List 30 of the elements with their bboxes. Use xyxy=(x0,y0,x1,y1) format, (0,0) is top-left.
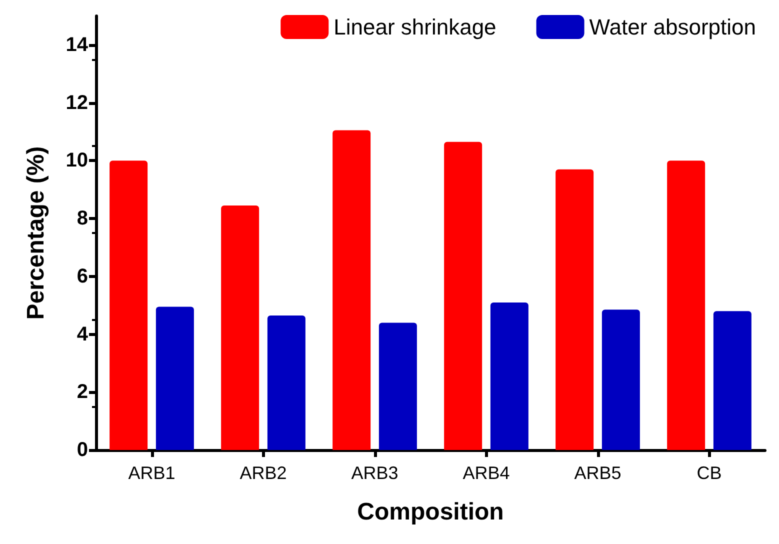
bar xyxy=(221,206,260,450)
x-tick-label: ARB1 xyxy=(128,463,176,483)
x-tick-label: ARB3 xyxy=(351,463,398,483)
y-tick-label: 8 xyxy=(76,208,88,230)
y-tick-label: 0 xyxy=(76,439,88,461)
bar xyxy=(602,310,640,450)
bar xyxy=(667,160,706,450)
bar xyxy=(444,142,482,450)
y-axis-title: Percentage (%) xyxy=(22,146,50,320)
y-tick-label: 14 xyxy=(66,34,89,56)
x-tick-label: ARB2 xyxy=(240,463,287,483)
bar xyxy=(490,302,528,450)
y-tick-label: 10 xyxy=(66,150,88,172)
y-tick-label: 4 xyxy=(76,323,89,346)
bar xyxy=(556,169,594,450)
bar xyxy=(267,315,306,450)
y-tick-label: 2 xyxy=(76,381,88,404)
legend-label: Linear shrinkage xyxy=(334,14,496,40)
x-tick-label: CB xyxy=(696,463,722,483)
bar xyxy=(378,322,417,450)
x-axis-title: Composition xyxy=(357,498,504,526)
bar xyxy=(110,160,148,450)
bar xyxy=(332,130,371,450)
legend-label: Water absorption xyxy=(589,14,756,40)
x-tick-label: ARB5 xyxy=(574,463,622,483)
x-tick-label: ARB4 xyxy=(462,463,510,483)
bar xyxy=(156,306,194,450)
bar xyxy=(713,311,752,450)
y-tick-label: 12 xyxy=(66,92,88,114)
y-tick-label: 6 xyxy=(76,265,88,288)
